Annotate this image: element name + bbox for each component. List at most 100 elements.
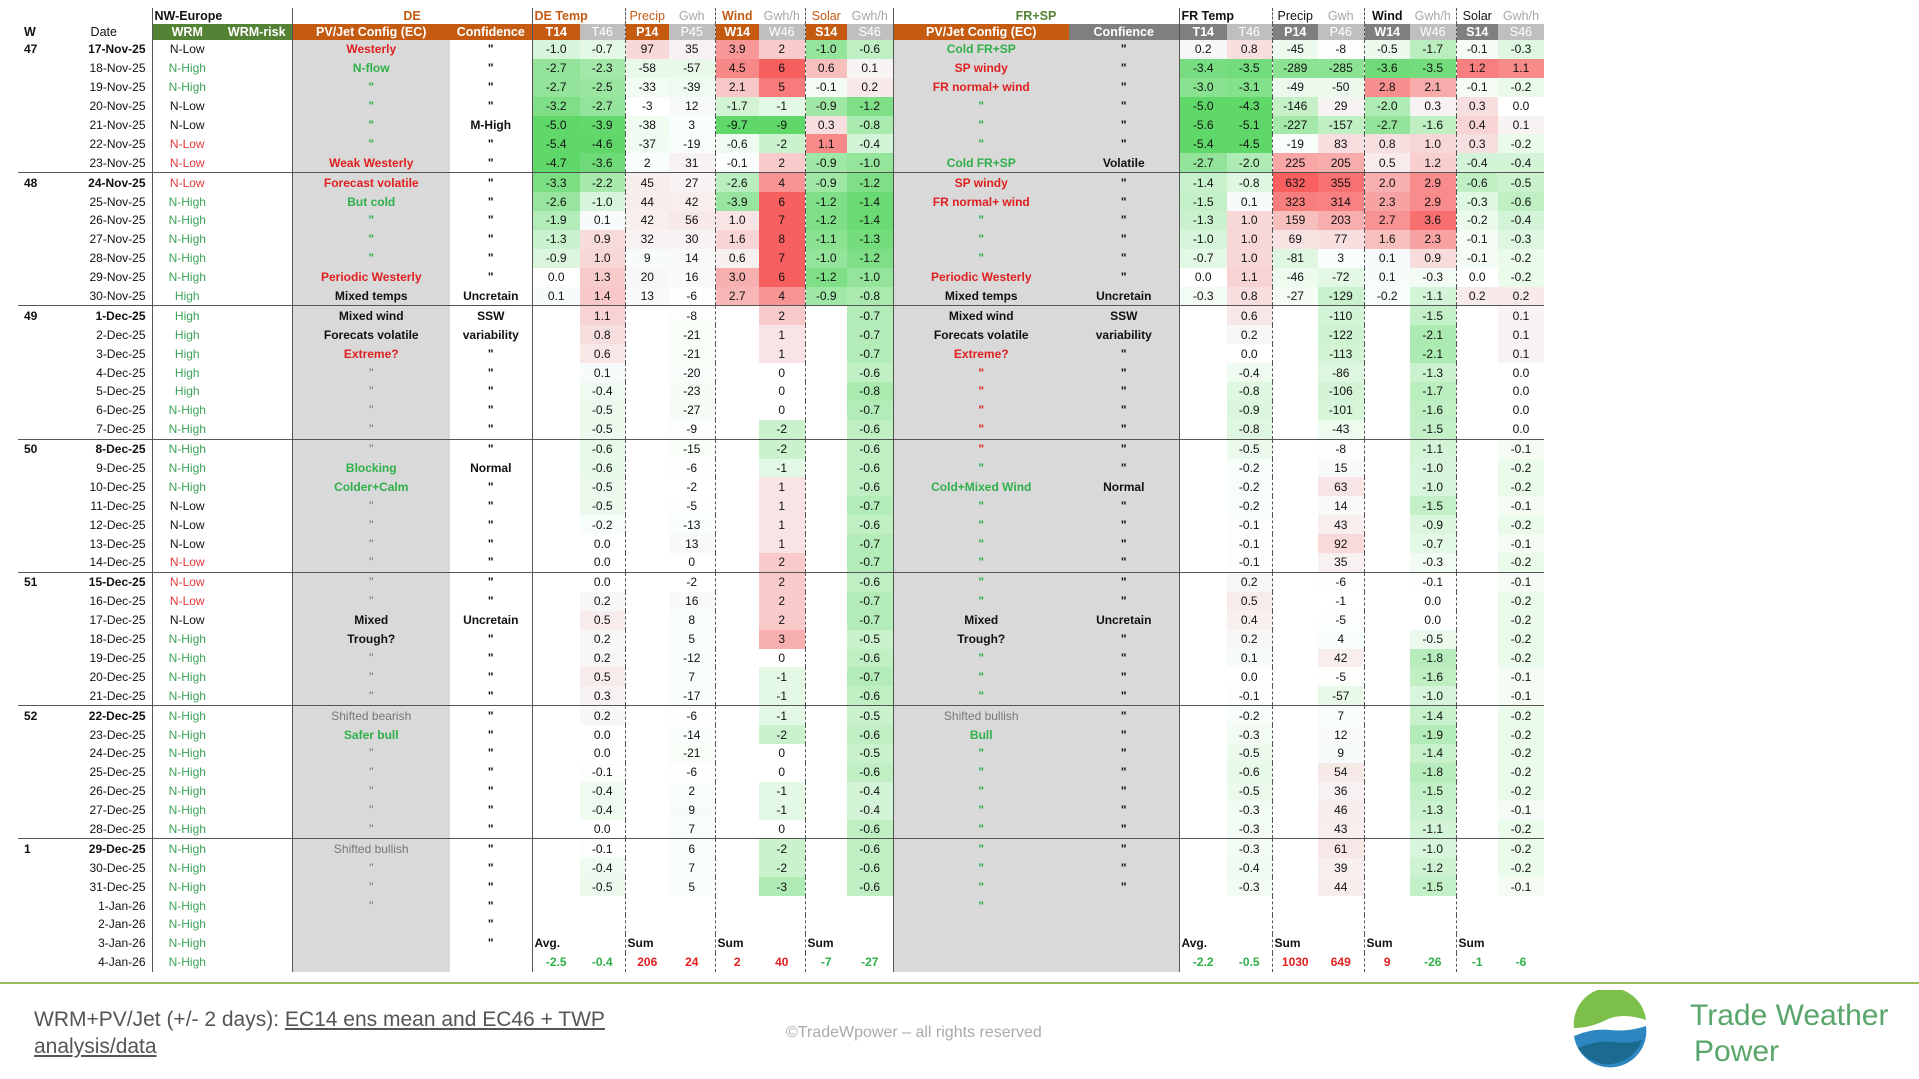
wrm-cell: N-High	[151, 229, 222, 249]
de-value-cell	[714, 591, 759, 611]
header-w14: W14	[714, 24, 759, 40]
fr-value-cell	[1178, 838, 1227, 859]
header-de: DE	[291, 8, 532, 24]
fr-value-cell: 1.1	[1227, 267, 1272, 287]
wrm-cell: N-Low	[151, 571, 222, 592]
de-value-cell	[531, 705, 580, 726]
fr-value-cell	[1363, 800, 1410, 820]
fr-confidence-cell: "	[1069, 363, 1179, 383]
fr-value-cell: -1.0	[1410, 686, 1456, 706]
date-cell: 18-Nov-25	[89, 61, 146, 76]
de-confidence-cell: "	[487, 632, 494, 647]
de-value-cell: 6	[759, 58, 805, 78]
de-config-cell: Weak Westerly	[291, 153, 450, 173]
header-p45: P45	[669, 24, 715, 40]
brand-line-2: Power	[1694, 1035, 1780, 1068]
fr-value-cell: 1.0	[1227, 229, 1272, 249]
de-confidence-cell: "	[487, 765, 494, 780]
wrm-cell: N-High	[151, 762, 222, 782]
de-value-cell	[624, 838, 669, 859]
de-value-cell	[624, 743, 669, 763]
table-row: 9-Dec-25 N-High Blocking Normal -0.6 -6 -1 -0.6…	[18, 458, 1544, 478]
date-cell: 19-Dec-25	[89, 650, 146, 665]
de-value-cell: -0.6	[847, 515, 893, 535]
fr-confidence-cell: "	[1069, 267, 1179, 287]
totals-cell: 649	[1330, 955, 1351, 970]
fr-value-cell	[1178, 686, 1227, 706]
fr-value-cell: -72	[1318, 267, 1364, 287]
de-value-cell: -1	[759, 96, 805, 116]
fr-value-cell: -0.2	[1498, 77, 1544, 97]
de-value-cell: -0.7	[580, 40, 625, 59]
fr-value-cell: -1.6	[1410, 115, 1456, 135]
week-number	[18, 78, 56, 97]
date-cell: 21-Dec-25	[89, 688, 146, 703]
wrm-risk-cell	[222, 649, 292, 668]
date-cell: 23-Dec-25	[89, 727, 146, 742]
fr-config-cell: "	[892, 838, 1069, 859]
fr-value-cell: 0.5	[1227, 591, 1272, 611]
de-confidence-cell: "	[487, 803, 494, 818]
de-config-cell: Trough?	[291, 629, 450, 649]
footnote-link[interactable]: EC14 ens mean and EC46 + TWP analysis/da…	[34, 1008, 605, 1058]
table-row: 20-Dec-25 N-High " " 0.5 7 -1 -0.7 " " 0.0 -5 -1.6 -0…	[18, 667, 1544, 687]
de-value-cell: -2	[759, 725, 805, 744]
fr-value-cell	[1455, 515, 1498, 535]
de-confidence-cell: "	[487, 936, 494, 951]
fr-value-cell	[1178, 363, 1227, 383]
wrm-risk-cell	[222, 420, 292, 439]
date-cell: 2-Dec-25	[96, 327, 146, 342]
header-fr-t14: T14	[1178, 24, 1227, 40]
de-value-cell	[714, 534, 759, 554]
date-cell: 14-Dec-25	[89, 555, 146, 570]
de-value-cell: 14	[669, 248, 715, 268]
de-value-cell: 2.1	[714, 77, 759, 97]
de-value-cell	[847, 915, 893, 934]
fr-confidence-cell: Volatile	[1069, 153, 1179, 173]
fr-value-cell	[1363, 419, 1410, 440]
wrm-cell: N-Low	[151, 96, 222, 116]
fr-confidence-cell: "	[1069, 762, 1179, 782]
de-value-cell: 1.0	[714, 211, 759, 230]
de-value-cell: 6	[759, 192, 805, 212]
de-value-cell	[531, 591, 580, 611]
de-value-cell: 2	[759, 553, 805, 573]
wrm-risk-cell	[222, 287, 292, 306]
fr-value-cell: 46	[1318, 800, 1364, 820]
de-value-cell: 8	[669, 610, 715, 630]
table-row: 1 29-Dec-25 N-High Shifted bullish " -0.1 6 -2-…	[18, 838, 1544, 859]
de-value-cell: -0.6	[847, 819, 893, 839]
fr-value-cell: -0.2	[1227, 496, 1272, 516]
fr-value-cell: -0.3	[1227, 877, 1272, 897]
fr-confidence-cell: "	[1069, 172, 1179, 193]
wrm-cell: N-High	[151, 192, 222, 212]
de-value-cell: -0.6	[847, 363, 893, 383]
fr-value-cell: -0.2	[1498, 515, 1544, 535]
de-value-cell: 7	[669, 667, 715, 687]
fr-value-cell	[1227, 915, 1272, 934]
fr-value-cell	[1363, 438, 1410, 459]
fr-value-cell	[1271, 914, 1318, 934]
de-value-cell	[531, 914, 580, 934]
de-config-cell: Mixed wind	[291, 305, 450, 326]
de-value-cell: -1.0	[804, 248, 847, 268]
de-value-cell	[714, 305, 759, 326]
fr-confidence-cell: "	[1069, 419, 1179, 440]
fr-value-cell: -5.6	[1178, 115, 1227, 135]
totals-cell: 9	[1363, 952, 1410, 972]
fr-value-cell	[1455, 363, 1498, 383]
fr-config-cell: "	[892, 819, 1069, 839]
fr-value-cell	[1178, 914, 1227, 934]
de-value-cell: -0.1	[714, 153, 759, 173]
header-precip: Precip	[624, 8, 669, 24]
de-value-cell	[804, 648, 847, 668]
wrm-risk-cell	[222, 611, 292, 630]
de-value-cell: -1.0	[847, 267, 893, 287]
fr-value-cell	[1363, 515, 1410, 535]
fr-value-cell: 225	[1271, 153, 1318, 173]
week-number	[18, 59, 56, 78]
fr-value-cell: -0.1	[1498, 534, 1544, 554]
de-value-cell: -0.4	[580, 382, 625, 401]
de-value-cell: 2	[759, 571, 805, 592]
fr-value-cell: -0.1	[1227, 534, 1272, 554]
